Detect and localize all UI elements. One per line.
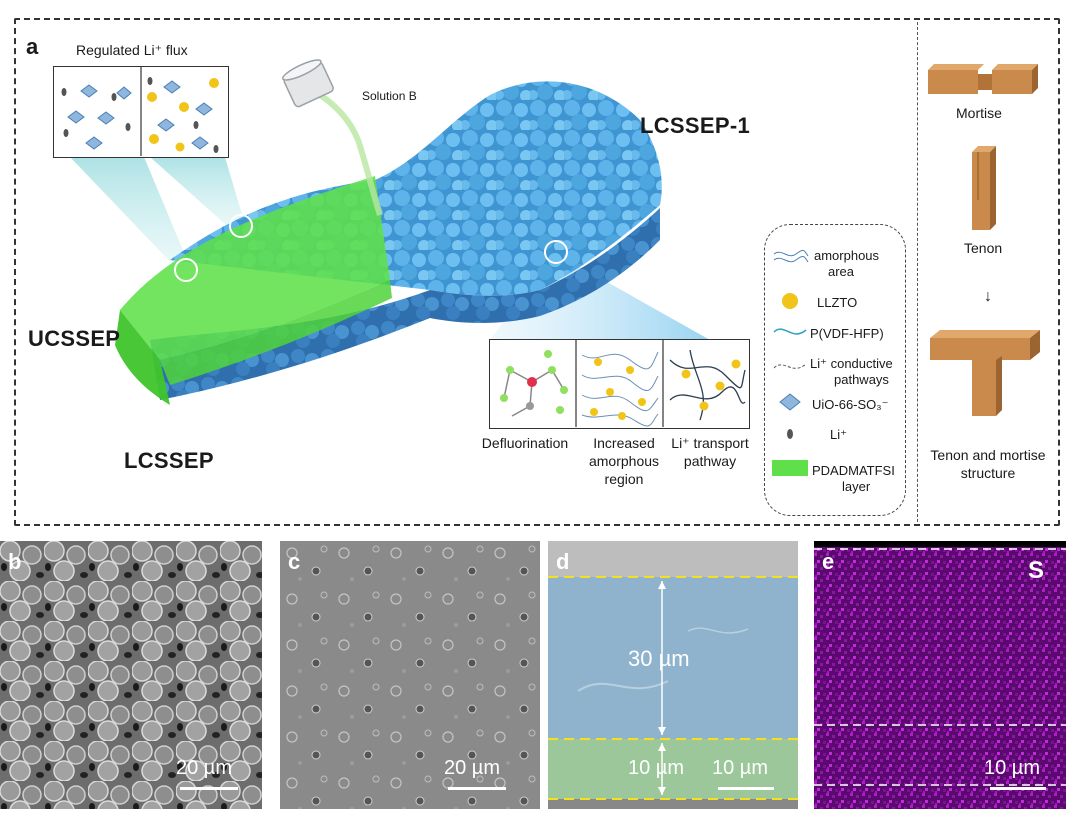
uio-clusters-left [67,84,132,150]
beaker [282,59,334,108]
li-ions-right [147,77,219,153]
lcssep-label: LCSSEP [124,448,214,473]
caption-transport: Li⁺ transport pathway [671,435,749,469]
panel-a-label: a [26,34,39,59]
legend-box [764,224,906,516]
amorphous-swatch [773,249,809,263]
panel-a-divider [917,22,918,522]
panel-e-scale-text: 10 µm [984,757,1040,779]
green-layer-front [160,280,392,385]
panel-d-cross-section [548,541,798,809]
llzto-swatch [782,293,798,309]
panel-a-frame [14,18,1060,526]
oxygen-atom [527,377,537,387]
panel-b-scale-text: 20 µm [176,757,232,779]
pvdf-swatch [773,328,807,335]
green-layer-top [120,176,390,360]
blue-membrane-side [430,208,660,323]
legend-pdadma: PDADMATFSI layer [812,463,895,494]
ucssep-label: UCSSEP [28,326,121,351]
conductive-swatch [773,363,807,369]
panel-c-letter: c [288,549,301,574]
legend-uio: UiO-66-SO₃⁻ [812,397,889,412]
caption-amorphous: Increased amorphous region [588,435,660,487]
legend-pvdf: P(VDF-HFP) [810,326,884,341]
panel-b-sem [0,541,262,809]
lcssep1-label: LCSSEP-1 [640,113,750,138]
pour-stream [318,92,383,216]
panel-d-letter: d [556,549,570,574]
tenon-label: Tenon [964,240,1003,256]
flux-inset-drawing [61,67,219,156]
green-layer-edge [115,310,170,405]
mechanism-inset-drawing [500,340,746,427]
panel-b-scale-bar [180,787,238,790]
panel-d-scale-text: 10 µm [712,757,768,779]
llzto-in-pathway [681,359,741,411]
panel-d-scale-bar [718,787,774,790]
panel-e: e S 10 µm [814,541,1066,809]
zoom-circle-1 [174,258,198,282]
panel-c-scale-bar [448,787,506,790]
llzto-in-tangle [590,358,646,420]
woodwork-arrow: ↓ [984,288,992,305]
panel-c-sem [280,541,540,809]
caption-defluorination: Defluorination [481,435,569,451]
pdadma-swatch [772,460,808,476]
legend-li: Li⁺ [830,427,847,442]
panel-d-thick-top: 30 µm [628,646,690,671]
legend-amorphous: amorphous area [814,248,880,279]
mortise-label: Mortise [956,105,1002,121]
panel-e-scale-bar [990,787,1046,790]
mechanism-inset [489,339,750,429]
tenon-mortise-structure [930,330,1040,416]
legend-conductive: Li⁺ conductive pathways [810,356,893,387]
panel-c-scale-text: 20 µm [444,757,500,779]
legend-swatches [772,249,809,476]
panel-e-edx-map [814,541,1066,809]
panel-e-letter: e [822,549,835,574]
panel-d-thick-bottom: 10 µm [628,757,684,779]
pathway-network [669,349,746,421]
panel-d: d 30 µm 10 µm 10 µm [548,541,798,809]
panel-b: b 20 µm [0,541,262,809]
uio-swatch [779,393,801,411]
solution-b-label: Solution B [362,89,417,103]
molecule [503,369,565,417]
flux-inset [53,66,229,158]
legend-llzto: LLZTO [817,295,858,310]
zoom-circle-2 [229,214,253,238]
llzto-particles [147,78,219,152]
uio-clusters-right [157,80,213,150]
beam-left [70,157,188,272]
panel-e-element: S [1028,557,1045,584]
fluorine-atoms [500,350,568,414]
panel-c: c 20 µm [280,541,540,809]
membrane-schematic [70,59,710,405]
tenon-block [972,146,996,230]
beam-middle [150,157,246,232]
woodwork-drawing [928,64,1040,416]
zoom-circle-3 [544,240,568,264]
amorphous-tangle [581,351,659,427]
blue-membrane-front [150,290,430,400]
li-swatch [787,429,793,439]
mortise-block [928,64,1038,94]
panel-b-letter: b [8,549,22,574]
li-ions-left [61,88,131,137]
structure-label: Tenon and mortise structure [930,447,1046,481]
regulated-flux-label: Regulated Li⁺ flux [76,42,188,58]
